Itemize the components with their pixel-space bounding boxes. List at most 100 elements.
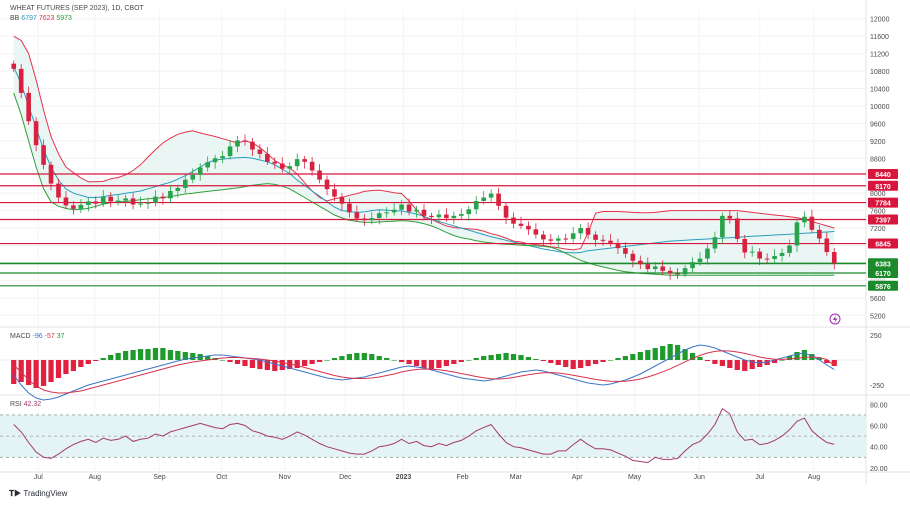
level-tag-text-8440: 8440 <box>875 172 891 179</box>
candle-body <box>41 145 46 165</box>
macd-signal-value: -57 <box>44 333 55 340</box>
candle-body <box>720 215 725 238</box>
time-tick-label: Dec <box>339 474 352 481</box>
candle-body <box>630 253 636 261</box>
tradingview-logo[interactable]: 𝐓▶ TradingView <box>9 489 67 499</box>
macd-histogram-bar <box>279 360 285 370</box>
candle <box>108 192 114 208</box>
candle <box>414 205 419 218</box>
candle-body <box>384 212 390 214</box>
candle-body <box>182 179 188 188</box>
candle <box>384 207 390 219</box>
candle <box>197 163 203 181</box>
macd-histogram-bar <box>466 360 472 361</box>
candle <box>130 193 136 210</box>
candle-body <box>615 242 621 249</box>
macd-histogram-bar <box>242 360 248 366</box>
macd-histogram-bar <box>234 360 241 364</box>
candle <box>168 185 173 203</box>
candle <box>11 60 17 72</box>
candle <box>429 212 434 225</box>
candle-body <box>302 159 307 162</box>
candle <box>48 161 54 191</box>
candle-body <box>115 200 121 202</box>
macd-histogram-bar <box>719 360 725 366</box>
macd-histogram-bar <box>48 360 54 382</box>
candle <box>100 189 106 207</box>
macd-histogram-bar <box>540 360 546 361</box>
macd-line <box>13 344 835 401</box>
candle-body <box>802 216 807 223</box>
candle <box>824 232 830 256</box>
candle-body <box>33 121 39 146</box>
candle-body <box>18 68 24 93</box>
candle-body <box>787 245 792 253</box>
alert-icon[interactable] <box>829 313 841 325</box>
candle-body <box>272 161 278 164</box>
macd-histogram-bar <box>70 360 77 371</box>
level-tag-text-6383: 6383 <box>875 262 891 269</box>
macd-histogram-bar <box>563 360 569 367</box>
candle <box>115 194 121 206</box>
candle <box>749 245 755 257</box>
candle <box>720 212 725 244</box>
candle-body <box>526 225 531 230</box>
candle-body <box>48 164 54 184</box>
macd-histogram-bar <box>771 360 778 363</box>
macd-histogram-bar <box>145 349 151 360</box>
candle-body <box>399 204 404 210</box>
candle-body <box>511 217 516 224</box>
macd-histogram-bar <box>473 358 479 360</box>
time-tick-label: May <box>628 474 642 481</box>
candle <box>138 196 143 208</box>
candle-body <box>324 179 330 190</box>
candle <box>451 211 457 224</box>
macd-histogram-bar <box>167 350 173 360</box>
macd-value: -96 <box>32 333 43 340</box>
candle <box>638 255 643 270</box>
candle <box>399 199 404 216</box>
macd-histogram-bar <box>592 360 599 364</box>
candle-body <box>809 216 815 230</box>
price-tick-label: 9600 <box>870 121 886 128</box>
macd-histogram-bar <box>115 353 121 360</box>
candle-body <box>817 229 822 239</box>
macd-histogram-bar <box>182 352 188 360</box>
macd-histogram-bar <box>152 348 159 360</box>
candle-body <box>772 255 777 260</box>
candle-body <box>496 193 501 206</box>
macd-histogram-bar <box>406 360 412 364</box>
bollinger-legend: BB 6797 7623 5973 <box>10 15 72 22</box>
macd-histogram-bar <box>26 360 32 385</box>
macd-histogram-value: 37 <box>56 333 65 340</box>
candle-body <box>757 251 762 259</box>
candle-body <box>369 218 375 221</box>
candle <box>533 223 539 239</box>
macd-histogram-bar <box>667 344 673 360</box>
macd-histogram-bar <box>704 360 711 361</box>
candle <box>369 212 375 225</box>
bollinger-band-fill <box>13 36 835 276</box>
level-tag-text-5876: 5876 <box>875 284 891 291</box>
macd-histogram-bar <box>451 360 457 364</box>
candle-body <box>11 63 17 69</box>
candle <box>145 198 151 210</box>
macd-histogram-bar <box>488 355 494 360</box>
price-tick-label: 11600 <box>870 34 889 41</box>
candle-body <box>376 213 382 219</box>
candle-body <box>257 149 263 154</box>
candle-body <box>138 203 143 205</box>
candle <box>802 211 807 228</box>
candle-body <box>212 158 218 163</box>
candle-body <box>168 190 173 199</box>
time-tick-label: 2023 <box>396 474 412 481</box>
macd-histogram-bar <box>346 354 353 360</box>
price-tick-label: 10000 <box>870 104 890 111</box>
candle-body <box>145 202 151 204</box>
candle <box>488 189 494 204</box>
level-tag-5876 <box>868 280 898 291</box>
price-tick-label: 10800 <box>870 69 890 76</box>
macd-histogram-bar <box>525 357 532 360</box>
candle <box>734 211 740 243</box>
